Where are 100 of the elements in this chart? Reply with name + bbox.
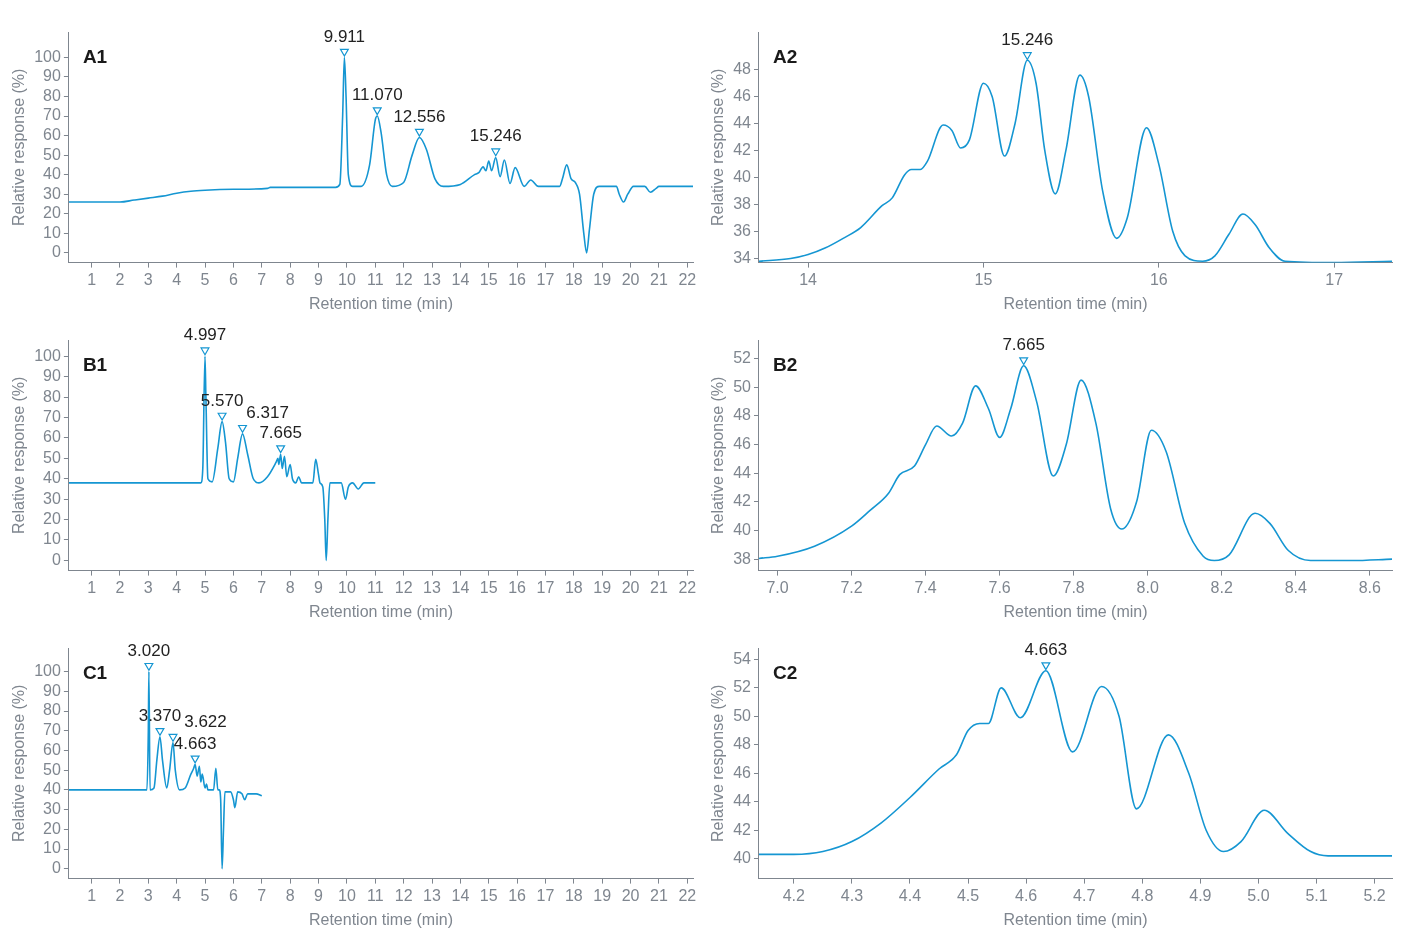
x-tick-label: 12 (394, 578, 413, 596)
annotation: 9.911 (323, 26, 366, 46)
y-tick-label: 70 (43, 407, 61, 425)
x-tick-label: 19 (593, 886, 612, 904)
y-tick-label: 80 (43, 701, 61, 719)
y-tick-label: 50 (43, 145, 61, 163)
y-tick-label: 0 (51, 550, 61, 568)
y-tick-label: 10 (43, 530, 61, 548)
x-tick-label: 5.2 (1363, 886, 1386, 904)
y-tick-label: 52 (733, 678, 752, 696)
x-tick-label: 17 (536, 886, 555, 904)
x-tick-label: 14 (799, 270, 818, 288)
x-tick-label: 12 (394, 270, 413, 288)
x-tick-label: 4.9 (1189, 886, 1212, 904)
x-tick-label: 16 (1149, 270, 1168, 288)
x-tick-label: 18 (564, 270, 583, 288)
point (155, 727, 165, 736)
x-tick-label: 7.0 (766, 578, 789, 596)
x-tick-label: 22 (678, 270, 697, 288)
point (414, 128, 424, 137)
x-tick-label: 8 (285, 578, 295, 596)
x-tick-label: 15 (479, 886, 498, 904)
y-axis-title: Relative response (%) (10, 68, 28, 226)
x-tick-label: 20 (621, 886, 640, 904)
y-axis-title: Relative response (%) (10, 376, 28, 534)
y-tick-label: 100 (34, 346, 61, 364)
point (276, 445, 286, 454)
text: C2 (773, 661, 798, 683)
x-tick-label: 7.6 (988, 578, 1011, 596)
text: A1 (82, 45, 108, 67)
y-tick-label: 20 (43, 509, 61, 527)
y-tick-label: 48 (733, 406, 752, 424)
x-tick-label: 4 (172, 578, 182, 596)
point (217, 412, 227, 421)
x-tick-label: 15 (479, 270, 498, 288)
x-tick-label: 8 (285, 886, 295, 904)
x-tick-label: 7 (257, 270, 267, 288)
x-tick-label: 11 (366, 886, 384, 904)
annotation: 6.317 (246, 402, 289, 422)
y-tick-label: 30 (43, 184, 61, 202)
annotation: 11.070 (351, 85, 403, 105)
x-tick-label: 22 (678, 578, 697, 596)
x-tick-label: 5 (200, 578, 210, 596)
y-tick-label: 50 (733, 706, 752, 724)
x-tick-label: 13 (423, 270, 442, 288)
x-tick-label: 15 (974, 270, 993, 288)
y-tick-label: 30 (43, 800, 61, 818)
x-tick-label: 4.5 (956, 886, 980, 904)
y-tick-label: 52 (733, 349, 752, 367)
x-tick-label: 4.6 (1015, 886, 1038, 904)
y-tick-label: 100 (34, 47, 61, 65)
y-tick-label: 40 (43, 780, 61, 798)
y-tick-label: 70 (43, 106, 61, 124)
x-axis-title: Retention time (min) (308, 602, 453, 620)
x-tick-label: 4 (172, 886, 182, 904)
x-axis-title: Retention time (min) (1003, 602, 1148, 620)
y-tick-label: 40 (43, 469, 61, 487)
y-tick-label: 54 (733, 649, 752, 667)
point (200, 347, 210, 356)
x-tick-label: 6 (228, 270, 238, 288)
x-axis-title: Retention time (min) (308, 294, 453, 312)
x-tick-label: 17 (1325, 270, 1344, 288)
x-axis-title: Retention time (min) (1003, 294, 1148, 312)
y-axis-title: Relative response (%) (709, 376, 727, 534)
y-tick-label: 30 (43, 489, 61, 507)
x-tick-label: 8.2 (1210, 578, 1233, 596)
x-tick-label: 9 (314, 270, 324, 288)
y-tick-label: 38 (733, 549, 752, 567)
x-tick-label: 3 (143, 886, 153, 904)
y-axis-title: Relative response (%) (709, 684, 727, 842)
x-tick-label: 4 (172, 270, 182, 288)
y-tick-label: 42 (733, 141, 752, 159)
y-tick-label: 40 (733, 849, 752, 867)
x-tick-label: 3 (143, 270, 153, 288)
x-tick-label: 1 (87, 886, 97, 904)
point (339, 48, 349, 57)
y-tick-label: 10 (43, 839, 61, 857)
y-tick-label: 80 (43, 86, 61, 104)
x-tick-label: 11 (366, 578, 384, 596)
x-tick-label: 11 (366, 270, 384, 288)
y-tick-label: 40 (733, 168, 752, 186)
x-tick-label: 10 (338, 578, 356, 596)
x-tick-label: 21 (650, 270, 668, 288)
y-tick-label: 42 (733, 820, 752, 838)
annotation: 4.663 (173, 733, 217, 753)
y-tick-label: 80 (43, 387, 61, 405)
x-tick-label: 14 (451, 578, 470, 596)
annotation: 12.556 (393, 106, 446, 126)
annotation: 3.622 (184, 711, 227, 731)
x-tick-label: 9 (314, 578, 324, 596)
x-tick-label: 8.0 (1136, 578, 1159, 596)
text: A2 (773, 45, 798, 67)
x-tick-label: 8.6 (1358, 578, 1382, 596)
y-tick-label: 100 (34, 662, 61, 680)
y-tick-label: 44 (733, 792, 752, 810)
point (491, 148, 501, 157)
text: B2 (773, 353, 798, 375)
x-tick-label: 19 (593, 578, 612, 596)
x-tick-label: 12 (394, 886, 413, 904)
x-tick-label: 4.7 (1073, 886, 1096, 904)
